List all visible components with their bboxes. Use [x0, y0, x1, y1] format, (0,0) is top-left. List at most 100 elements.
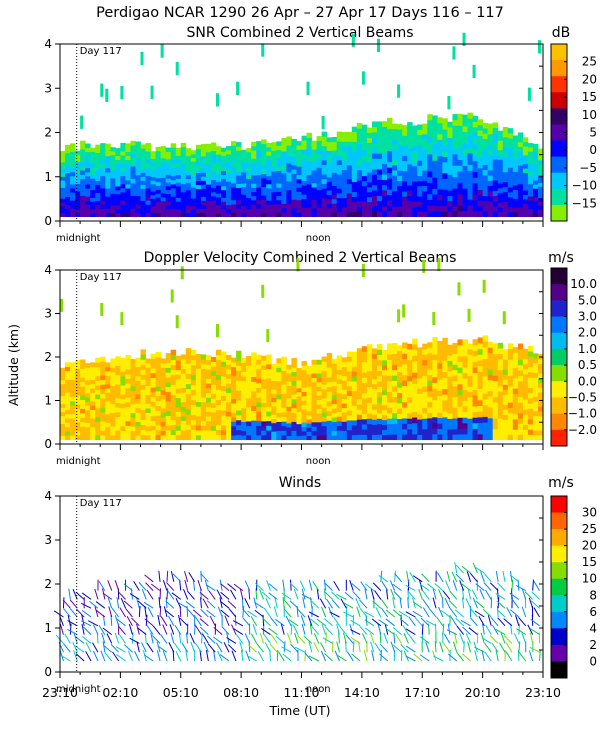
- heatmap-cell: [457, 378, 462, 384]
- heatmap-cell: [457, 356, 462, 362]
- wind-barb: [382, 581, 388, 590]
- heatmap-cell: [523, 425, 528, 430]
- heatmap-cell: [100, 200, 105, 204]
- wind-barb: [175, 625, 181, 634]
- heatmap-cell: [322, 389, 327, 394]
- heatmap-cell: [286, 406, 291, 411]
- y-tick-label: 3: [44, 307, 52, 321]
- heatmap-cell: [75, 360, 80, 365]
- heatmap-cell: [432, 371, 437, 377]
- heatmap-cell: [518, 175, 523, 180]
- heatmap-cell: [201, 152, 206, 156]
- heatmap-cell: [332, 422, 337, 427]
- heatmap-cell: [60, 177, 65, 181]
- heatmap-cell: [176, 365, 181, 370]
- heatmap-cell: [337, 430, 342, 435]
- heatmap-cell: [392, 391, 397, 397]
- heatmap-cell: [85, 427, 90, 432]
- heatmap-cell: [407, 424, 412, 430]
- heatmap-cell: [100, 371, 105, 376]
- heatmap-cell: [488, 358, 493, 364]
- heatmap-cell: [302, 405, 307, 410]
- heatmap-cell: [125, 374, 130, 379]
- heatmap-cell: [286, 423, 291, 428]
- heatmap-cell: [347, 352, 352, 357]
- heatmap-cell: [447, 408, 452, 414]
- heatmap-cell: [377, 429, 382, 435]
- heatmap-cell: [251, 357, 256, 362]
- heatmap-cell: [70, 388, 75, 393]
- heatmap-cell: [85, 148, 90, 152]
- heatmap-cell: [372, 206, 377, 212]
- heatmap-cell: [337, 416, 342, 421]
- heatmap-cell: [206, 188, 211, 192]
- wind-barb: [161, 616, 167, 625]
- heatmap-cell: [70, 192, 75, 196]
- heatmap-cell: [241, 187, 246, 191]
- wind-barb: [321, 607, 325, 617]
- heatmap-cell: [432, 132, 437, 138]
- heatmap-cell: [291, 204, 296, 209]
- heatmap-cell: [266, 172, 271, 176]
- heatmap-cell: [156, 396, 161, 401]
- heatmap-cell: [151, 162, 156, 166]
- heatmap-cell: [417, 206, 422, 212]
- heatmap-cell: [241, 198, 246, 202]
- heatmap-cell: [417, 404, 422, 410]
- heatmap-cell: [322, 370, 327, 375]
- heatmap-cell: [120, 435, 125, 440]
- heatmap-cell: [463, 211, 468, 217]
- heatmap-cell: [322, 375, 327, 380]
- heatmap-cell: [211, 196, 216, 201]
- heatmap-cell: [357, 435, 362, 440]
- heatmap-cell: [65, 388, 70, 393]
- heatmap-cell: [246, 398, 251, 403]
- heatmap-cell: [201, 160, 206, 164]
- heatmap-cell: [201, 411, 206, 416]
- heatmap-cell: [357, 185, 362, 191]
- colorbar-swatch: [551, 381, 567, 398]
- heatmap-cell: [181, 425, 186, 430]
- heatmap-cell: [473, 373, 478, 379]
- heatmap-speckle: [402, 304, 405, 317]
- heatmap-cell: [317, 431, 322, 436]
- heatmap-cell: [397, 191, 402, 197]
- wind-barb: [534, 608, 540, 617]
- heatmap-cell: [322, 202, 327, 207]
- heatmap-cell: [427, 429, 432, 435]
- heatmap-cell: [508, 133, 513, 138]
- heatmap-cell: [231, 371, 236, 376]
- heatmap-cell: [442, 140, 447, 146]
- heatmap-cell: [206, 379, 211, 384]
- heatmap-cell: [100, 155, 105, 159]
- heatmap-cell: [176, 182, 181, 186]
- heatmap-cell: [286, 154, 291, 159]
- heatmap-cell: [382, 179, 387, 185]
- heatmap-cell: [281, 164, 286, 169]
- heatmap-cell: [452, 137, 457, 143]
- heatmap-cell: [518, 408, 523, 414]
- heatmap-cell: [367, 387, 372, 393]
- wind-barb: [353, 591, 360, 599]
- heatmap-cell: [186, 163, 191, 167]
- heatmap-cell: [105, 176, 110, 180]
- heatmap-cell: [171, 370, 176, 375]
- wind-barb: [510, 593, 519, 599]
- heatmap-cell: [332, 203, 337, 208]
- heatmap-cell: [70, 160, 75, 164]
- heatmap-cell: [352, 430, 357, 435]
- heatmap-cell: [382, 400, 387, 405]
- heatmap-cell: [342, 188, 347, 193]
- heatmap-cell: [322, 430, 327, 435]
- heatmap-cell: [317, 154, 322, 159]
- heatmap-cell: [533, 148, 538, 152]
- heatmap-cell: [442, 400, 447, 406]
- heatmap-cell: [442, 178, 447, 184]
- heatmap-cell: [135, 408, 140, 413]
- heatmap-cell: [281, 195, 286, 200]
- heatmap-cell: [241, 412, 246, 417]
- heatmap-cell: [417, 409, 422, 415]
- heatmap-cell: [90, 422, 95, 427]
- heatmap-cell: [352, 127, 357, 132]
- heatmap-cell: [407, 122, 412, 128]
